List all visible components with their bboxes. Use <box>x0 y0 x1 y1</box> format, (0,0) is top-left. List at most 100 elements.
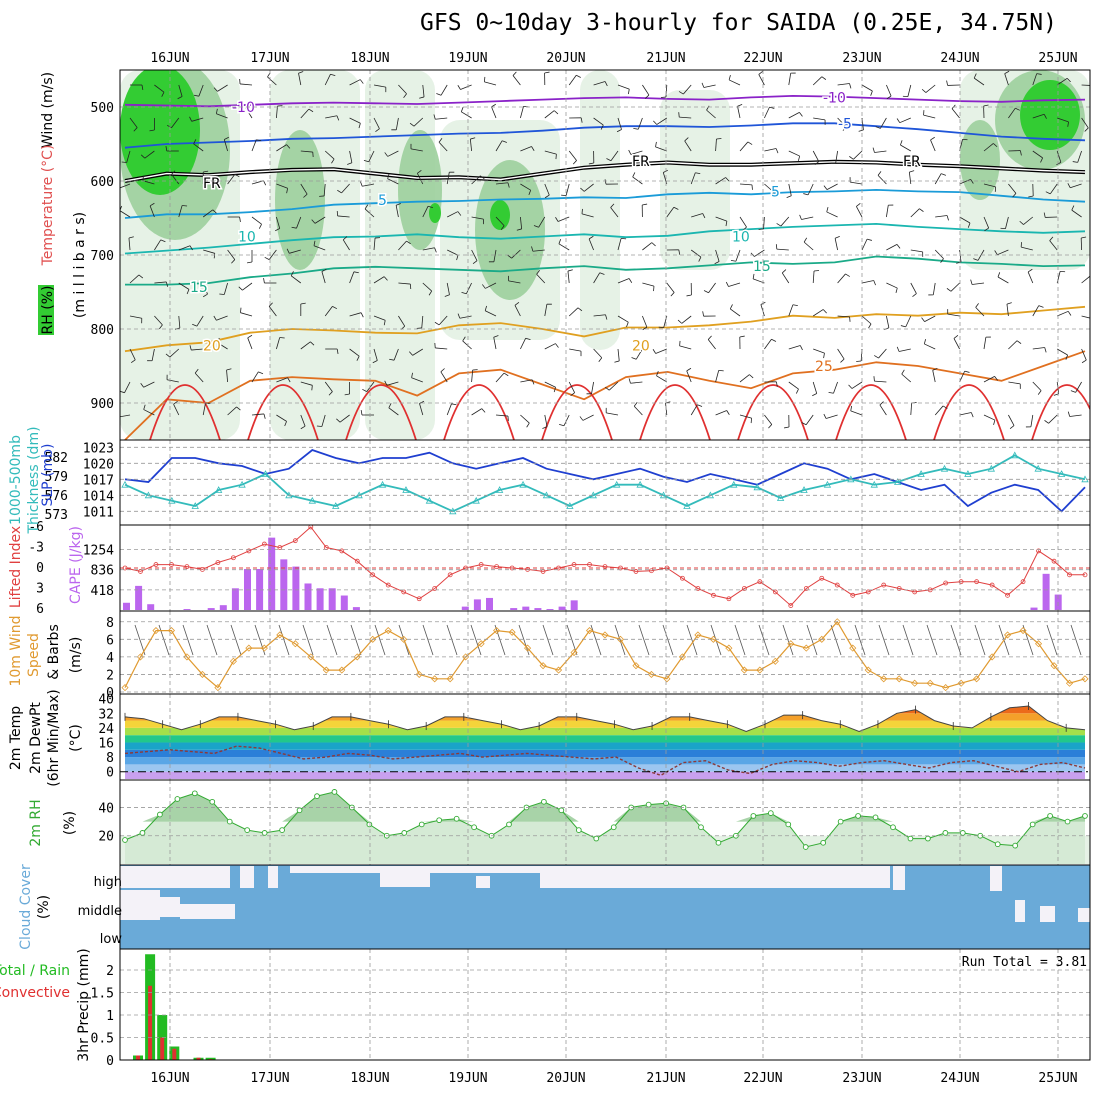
wind-barb <box>1070 183 1082 189</box>
li-marker <box>122 565 128 571</box>
cloud-middle-gap <box>160 897 180 917</box>
wind-barb-flag <box>866 238 873 241</box>
wind-barb-flag <box>451 403 457 406</box>
wind-barb-flag <box>1012 193 1017 198</box>
wind-barb-flag <box>626 322 629 327</box>
surface-wind-barb <box>854 624 866 656</box>
li-marker <box>230 555 236 561</box>
wind-barb <box>973 77 985 86</box>
wind-barb <box>1071 209 1082 218</box>
isotherm--5 <box>124 122 1086 149</box>
wind-barb-flag <box>799 214 802 220</box>
isotherm-label: 15 <box>190 280 208 296</box>
temp-band <box>125 764 1085 772</box>
rh-tick-label: 20 <box>98 830 114 845</box>
chart-title: GFS 0~10day 3-hourly for SAIDA (0.25E, 3… <box>420 10 1057 36</box>
cloud-high-gap <box>476 876 490 888</box>
wind-barb <box>223 282 228 295</box>
wind-speed-marker <box>276 631 284 639</box>
surface-wind-barb <box>350 624 362 656</box>
wind-barb-flag <box>1015 107 1020 111</box>
thickness-marker <box>776 494 785 501</box>
li-marker <box>339 548 345 554</box>
wind-barb-flag <box>159 324 163 330</box>
wind-barb <box>276 337 281 350</box>
wind-barb-flag <box>383 276 388 281</box>
wind-barb <box>203 249 215 254</box>
wind-barb <box>901 373 912 383</box>
wind-barb-flag <box>286 144 291 149</box>
wind-barb-flag <box>160 239 166 243</box>
wind-barb <box>947 313 960 317</box>
thickness-marker <box>1011 451 1019 459</box>
pressure-tick-label: 800 <box>91 323 114 338</box>
wind-barb-flag <box>599 272 605 275</box>
wind-speed-marker <box>895 675 903 683</box>
wind-barb-flag <box>149 129 155 132</box>
isotherm-30-arc <box>933 384 1005 440</box>
wind-units-axis-label: (m/s) <box>68 637 84 674</box>
rh-panel <box>120 789 1090 864</box>
surface-wind-barb <box>1046 624 1058 656</box>
wind-barb-flag <box>896 346 900 352</box>
wind-barb-flag <box>849 156 854 160</box>
li-marker <box>896 586 902 591</box>
wind-barb-flag <box>663 169 668 173</box>
rh-area-mid <box>275 130 325 270</box>
wind-barb-flag <box>725 281 729 287</box>
wind-barb-flag <box>303 193 308 198</box>
wind-barb-flag <box>268 302 273 307</box>
wind-barb-flag <box>336 348 339 354</box>
wind-barb <box>780 216 790 227</box>
wind-barb-flag <box>263 278 265 284</box>
isotherm-label: 5 <box>378 193 387 209</box>
wind-barb-flag <box>942 405 948 409</box>
wind-barb-flag <box>895 287 898 294</box>
wind-barb-flag <box>1020 150 1022 156</box>
wind-barb <box>610 207 619 218</box>
thickness-marker <box>870 480 878 488</box>
wind-speed-marker <box>245 644 253 652</box>
wind-barb <box>251 139 257 152</box>
wind-barb-flag <box>752 273 755 279</box>
wind-barb <box>568 307 579 317</box>
dewpt-axis-label: 2m DewPt <box>28 702 44 774</box>
lifted-index-axis-label: Lifted Index <box>8 526 24 608</box>
pressure-tick-label: 500 <box>91 101 114 116</box>
rh-marker <box>715 839 722 846</box>
wind-barb-flag <box>189 345 192 351</box>
rh-marker <box>418 821 425 828</box>
wind-barb <box>739 183 752 186</box>
wind-barb-flag <box>171 170 176 175</box>
wind-barb <box>1056 77 1068 86</box>
temp-band <box>125 742 1085 750</box>
wind-barb <box>410 148 423 152</box>
wind-barb <box>582 414 594 421</box>
wind-barb <box>666 282 675 293</box>
wind-barb <box>202 282 208 295</box>
wind-barb <box>617 117 622 130</box>
wind-barb-flag <box>1091 275 1095 278</box>
cape-bar <box>135 585 143 610</box>
wind-barb <box>126 150 131 163</box>
wind-barb <box>874 150 887 153</box>
wind-barb <box>1023 216 1034 225</box>
wind-barb-flag <box>984 227 989 232</box>
wind-barb-flag <box>342 236 348 241</box>
wind-barb-flag <box>686 294 692 297</box>
wind-barb <box>708 282 716 293</box>
wind-barb <box>1008 381 1021 385</box>
wind-speed-line <box>124 620 1086 689</box>
wind-tick-label: 8 <box>106 616 114 631</box>
wind-barb-flag <box>316 425 322 427</box>
wind-barb <box>511 249 521 259</box>
wind-barb-flag <box>383 320 386 326</box>
wind-barb-flag <box>776 381 778 387</box>
li-marker <box>215 560 221 565</box>
wind-barb-flag <box>531 146 535 151</box>
cloud-middle-gap <box>1078 908 1090 922</box>
wind-barb-flag <box>1004 70 1010 74</box>
wind-barb-flag <box>714 261 720 265</box>
precip-convective-bar <box>196 1057 201 1060</box>
slp-tick-label: 1017 <box>83 473 114 488</box>
